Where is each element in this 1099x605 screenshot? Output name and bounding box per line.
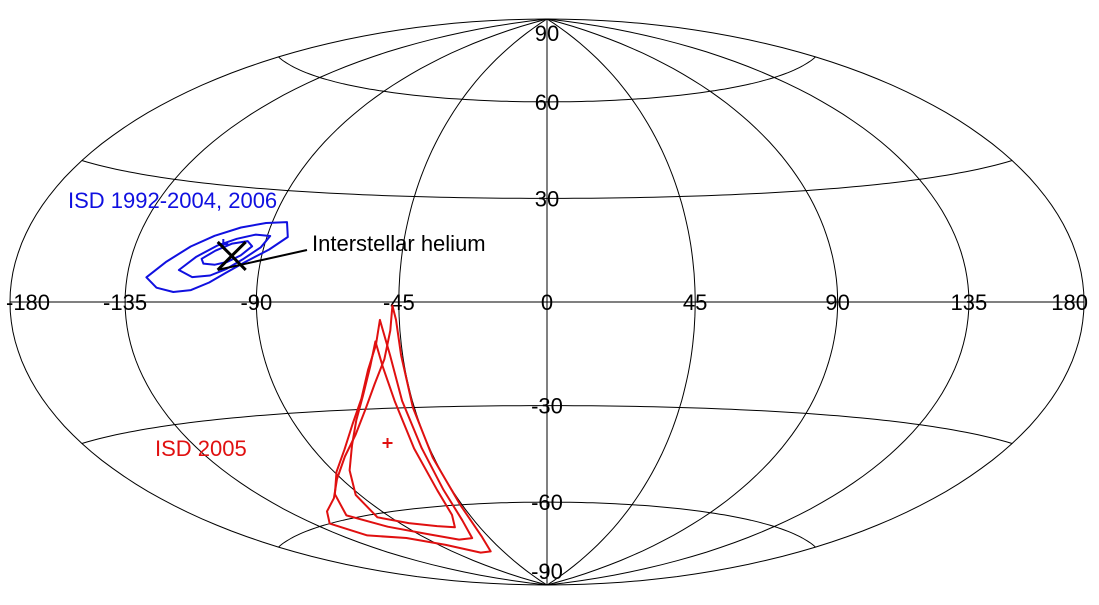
red-contour [326,304,492,554]
x-tick-label: 135 [951,290,988,315]
helium-leader-line [217,249,308,271]
x-tick-label: -90 [240,290,272,315]
y-tick-label: 60 [535,90,559,115]
x-tick-label: 90 [825,290,849,315]
blue-contour [145,221,289,293]
y-tick-label: -60 [531,490,563,515]
annotation-isd-1992-2006: ISD 1992-2004, 2006 [68,188,277,213]
x-tick-label: 0 [541,290,553,315]
y-tick-label: 90 [535,21,559,46]
parallel-line [278,56,816,103]
y-tick-label: -30 [531,394,563,419]
red-center-plus-marker [382,438,393,449]
x-tick-label: -180 [6,290,50,315]
annotation-isd-2005: ISD 2005 [155,436,247,461]
y-tick-label: -90 [531,559,563,584]
data-layer [145,221,492,554]
label-layer: ISD 1992-2004, 2006 Interstellar helium … [68,188,486,461]
x-tick-label: -45 [383,290,415,315]
axis-layer: -180 -135 -90 -45 0 45 90 135 180 90 60 30 -30 -60 -90 [6,21,1088,584]
blue-contour [177,233,272,279]
red-contour [348,340,456,529]
x-tick-label: 45 [683,290,707,315]
x-tick-label: -135 [103,290,147,315]
parallel-line [278,501,816,548]
parallel-line [81,405,1013,444]
annotation-interstellar-helium: Interstellar helium [312,231,486,256]
parallel-line [81,160,1013,199]
x-tick-label: 180 [1051,290,1088,315]
y-tick-label: 30 [535,186,559,211]
